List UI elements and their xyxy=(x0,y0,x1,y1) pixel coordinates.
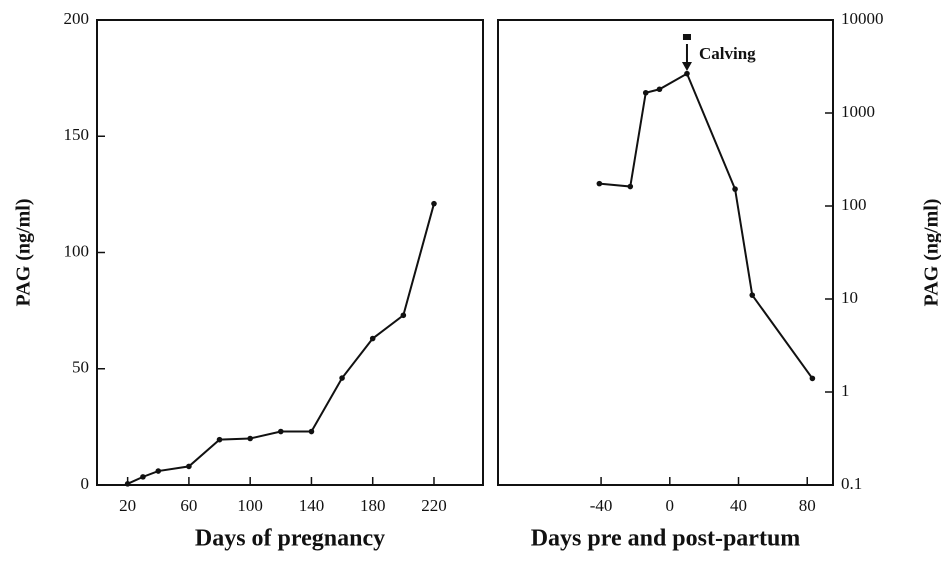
data-line xyxy=(127,203,435,485)
data-point xyxy=(140,474,146,480)
annotation-arrowhead xyxy=(681,62,692,71)
x-tick-label: -40 xyxy=(590,496,613,515)
y-tick-label: 100 xyxy=(841,195,867,214)
y-tick-label: 200 xyxy=(64,9,90,28)
x-tick-label: 0 xyxy=(666,496,675,515)
data-point xyxy=(155,468,162,474)
y-tick-label: 1000 xyxy=(841,102,875,121)
data-point xyxy=(186,463,192,470)
data-point xyxy=(627,183,634,190)
data-point xyxy=(278,428,284,435)
data-point xyxy=(124,481,131,487)
y-tick-label: 10 xyxy=(841,288,858,307)
x-tick-label: 180 xyxy=(360,496,386,515)
plot-frame xyxy=(96,19,484,486)
data-point xyxy=(216,436,223,443)
data-point xyxy=(369,335,376,342)
data-point xyxy=(308,428,315,435)
data-point xyxy=(431,200,437,207)
y-tick-label: 150 xyxy=(64,125,90,144)
data-point xyxy=(247,435,253,442)
y-axis-label: PAG (ng/ml) xyxy=(921,199,941,307)
x-tick-label: 60 xyxy=(180,496,197,515)
y-tick-label: 0.1 xyxy=(841,474,862,493)
data-point xyxy=(809,375,816,382)
x-tick-label: 20 xyxy=(119,496,136,515)
data-point xyxy=(400,312,407,319)
y-tick-label: 100 xyxy=(64,241,90,260)
data-point xyxy=(684,70,690,77)
x-tick-label: 40 xyxy=(730,496,747,515)
x-axis-label: Days pre and post-partum xyxy=(531,526,801,552)
data-point xyxy=(596,180,603,187)
y-tick-label: 10000 xyxy=(841,9,884,28)
data-line xyxy=(599,72,814,379)
x-tick-label: 80 xyxy=(799,496,816,515)
data-point xyxy=(656,86,663,93)
x-tick-label: 100 xyxy=(237,496,263,515)
data-point xyxy=(642,89,649,96)
plot-frame xyxy=(497,19,834,486)
data-point xyxy=(732,186,738,192)
data-point xyxy=(339,375,345,381)
y-tick-label: 50 xyxy=(72,358,89,377)
annotation-text: Calving xyxy=(699,44,756,63)
x-tick-label: 220 xyxy=(421,496,447,515)
x-tick-label: 140 xyxy=(299,496,325,515)
data-point xyxy=(749,292,756,298)
annotation-marker xyxy=(682,34,691,40)
x-axis-label: Days of pregnancy xyxy=(195,526,385,552)
y-tick-label: 1 xyxy=(841,381,850,400)
y-axis-label: PAG (ng/ml) xyxy=(13,199,35,307)
y-tick-label: 0 xyxy=(81,474,90,493)
